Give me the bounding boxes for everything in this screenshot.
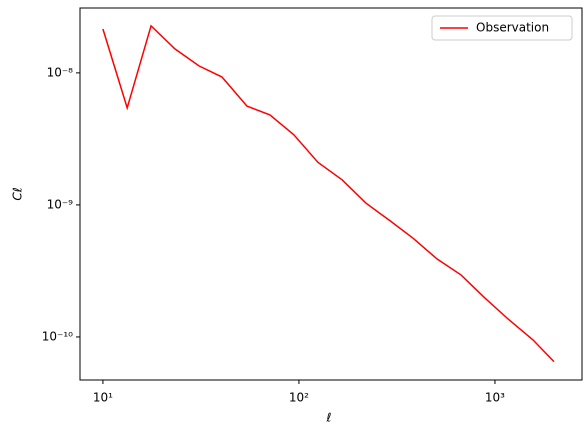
- y-tick-label: 10⁻⁹: [47, 197, 74, 211]
- data-line: [102, 24, 555, 363]
- x-tick-label: 10²: [289, 391, 309, 405]
- plot-frame: [79, 7, 583, 381]
- y-tick-label: 10⁻¹⁰: [42, 329, 73, 343]
- y-axis-label: Cℓ: [11, 187, 25, 200]
- x-tick-label: 10¹: [93, 391, 113, 405]
- x-tick-label: 10³: [485, 391, 505, 405]
- x-axis-label: ℓ: [326, 411, 332, 425]
- y-tick-label: 10⁻⁸: [47, 65, 74, 79]
- legend-label: Observation: [476, 21, 549, 35]
- legend-box: [431, 15, 573, 41]
